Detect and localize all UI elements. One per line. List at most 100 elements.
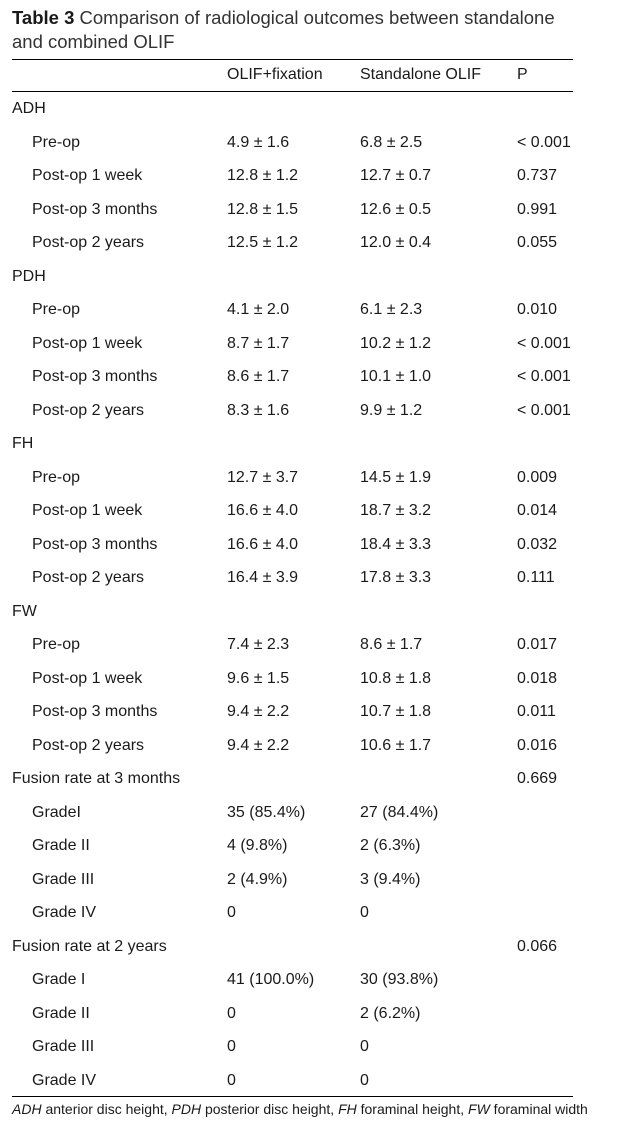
cell-standalone-olif: 14.5 ± 1.9	[360, 468, 432, 486]
column-header-p: P	[517, 66, 528, 83]
row-label: Pre-op	[32, 133, 81, 151]
cell-p-value: < 0.001	[517, 133, 571, 151]
bottom-rule	[12, 1096, 573, 1097]
table-row: Post-op 2 years 9.4 ± 2.2 10.6 ± 1.7 0.016	[0, 729, 624, 763]
footnote-abbr-fw: FW	[468, 1101, 490, 1117]
table-group-row: Fusion rate at 2 years 0.066	[0, 930, 624, 964]
footnote-abbr-adh: ADH	[12, 1101, 42, 1117]
row-label: PDH	[12, 267, 46, 285]
top-rule	[12, 59, 573, 60]
table-row: Post-op 2 years 16.4 ± 3.9 17.8 ± 3.3 0.111	[0, 561, 624, 595]
cell-standalone-olif: 2 (6.2%)	[360, 1004, 421, 1022]
cell-p-value: 0.737	[517, 167, 558, 184]
cell-standalone-olif: 8.6 ± 1.7	[360, 636, 423, 653]
cell-olif-fixation: 8.7 ± 1.7	[227, 334, 290, 352]
cell-olif-fixation: 8.3 ± 1.6	[227, 401, 290, 419]
table-row: Pre-op 7.4 ± 2.3 8.6 ± 1.7 0.017	[0, 628, 624, 662]
cell-p-value: 0.111	[517, 569, 555, 586]
cell-standalone-olif: 0	[360, 904, 369, 921]
row-label: Post-op 3 months	[32, 535, 158, 553]
cell-olif-fixation: 16.6 ± 4.0	[227, 502, 299, 519]
cell-standalone-olif: 10.7 ± 1.8	[360, 703, 432, 720]
table-row: Post-op 3 months 16.6 ± 4.0 18.4 ± 3.3 0.03…	[0, 528, 624, 562]
table-row: Post-op 1 week 16.6 ± 4.0 18.7 ± 3.2 0.014	[0, 494, 624, 528]
row-label: Post-op 1 week	[32, 167, 143, 184]
row-label: Grade III	[32, 1038, 95, 1055]
cell-standalone-olif: 27 (84.4%)	[360, 803, 439, 821]
row-label: Grade IV	[32, 904, 97, 921]
table-row: Post-op 2 years 12.5 ± 1.2 12.0 ± 0.4 0.055	[0, 226, 624, 260]
cell-standalone-olif: 0	[360, 1071, 369, 1089]
row-label: Post-op 1 week	[32, 502, 143, 519]
cell-p-value: 0.011	[517, 703, 556, 720]
row-label: Post-op 3 months	[32, 703, 158, 720]
cell-standalone-olif: 10.1 ± 1.0	[360, 368, 432, 385]
table-title: Comparison of radiological outcomes betw…	[12, 7, 555, 52]
row-label: Post-op 3 months	[32, 368, 158, 385]
cell-olif-fixation: 16.4 ± 3.9	[227, 569, 299, 586]
cell-p-value: 0.010	[517, 301, 558, 318]
row-label: Grade IV	[32, 1071, 97, 1089]
table-group-row: PDH	[0, 260, 624, 294]
row-label: Post-op 2 years	[32, 234, 145, 251]
footnote-def-adh: anterior disc height,	[41, 1101, 172, 1117]
cell-olif-fixation: 8.6 ± 1.7	[227, 368, 290, 385]
footnote-def-fh: foraminal height,	[356, 1101, 469, 1117]
cell-p-value: 0.016	[517, 736, 558, 754]
table-row: Pre-op 4.1 ± 2.0 6.1 ± 2.3 0.010	[0, 293, 624, 327]
table-row: Grade IV 0 0	[0, 1064, 624, 1098]
footnote-def-fw: foraminal width	[489, 1101, 588, 1117]
table-row: Post-op 3 months 12.8 ± 1.5 12.6 ± 0.5 0.99…	[0, 193, 624, 227]
row-label: Pre-op	[32, 636, 81, 653]
cell-standalone-olif: 2 (6.3%)	[360, 837, 421, 854]
header-rule	[12, 91, 573, 92]
cell-p-value: 0.017	[517, 636, 558, 653]
cell-standalone-olif: 0	[360, 1038, 369, 1055]
table-body: ADH Pre-op 4.9 ± 1.6 6.8 ± 2.5 < 0.001 Post-o…	[0, 92, 624, 1097]
row-label: Grade III	[32, 870, 95, 888]
cell-standalone-olif: 12.6 ± 0.5	[360, 200, 432, 218]
table-row: Grade III 0 0	[0, 1030, 624, 1064]
cell-standalone-olif: 18.7 ± 3.2	[360, 502, 432, 519]
row-label: Post-op 1 week	[32, 669, 143, 687]
cell-olif-fixation: 9.4 ± 2.2	[227, 703, 290, 720]
row-label: GradeI	[32, 803, 81, 821]
cell-olif-fixation: 9.6 ± 1.5	[227, 669, 290, 687]
row-label: Grade I	[32, 971, 86, 988]
row-label: Pre-op	[32, 468, 81, 486]
cell-olif-fixation: 41 (100.0%)	[227, 971, 315, 988]
cell-p-value: < 0.001	[517, 334, 571, 352]
row-label: Pre-op	[32, 301, 81, 318]
table-footnote: ADH anterior disc height, PDH posterior …	[12, 1100, 602, 1119]
footnote-def-pdh: posterior disc height,	[201, 1101, 339, 1117]
table-row: Post-op 2 years 8.3 ± 1.6 9.9 ± 1.2 < 0.001	[0, 394, 624, 428]
table-row: Grade IV 0 0	[0, 896, 624, 930]
cell-olif-fixation: 12.5 ± 1.2	[227, 234, 299, 251]
table-row: Post-op 1 week 9.6 ± 1.5 10.8 ± 1.8 0.018	[0, 662, 624, 696]
table-group-row: FH	[0, 427, 624, 461]
table-group-row: ADH	[0, 92, 624, 126]
row-label: Post-op 2 years	[32, 736, 145, 754]
row-label: FW	[12, 602, 37, 620]
cell-p-value: 0.018	[517, 669, 558, 687]
column-header-olif-fixation: OLIF+fixation	[227, 66, 323, 83]
cell-standalone-olif: 6.1 ± 2.3	[360, 301, 423, 318]
row-label: Fusion rate at 3 months	[12, 770, 181, 787]
cell-standalone-olif: 10.6 ± 1.7	[360, 736, 432, 754]
cell-p-value: < 0.001	[517, 368, 571, 385]
cell-olif-fixation: 4.9 ± 1.6	[227, 133, 290, 151]
footnote-abbr-fh: FH	[338, 1101, 357, 1117]
table-row: GradeI 35 (85.4%) 27 (84.4%)	[0, 796, 624, 830]
row-label: Grade II	[32, 1004, 90, 1022]
table-caption: Table 3 Comparison of radiological outco…	[12, 6, 572, 54]
cell-standalone-olif: 6.8 ± 2.5	[360, 133, 423, 151]
cell-olif-fixation: 9.4 ± 2.2	[227, 736, 290, 754]
cell-standalone-olif: 12.0 ± 0.4	[360, 234, 432, 251]
row-label: ADH	[12, 100, 46, 117]
row-label: Post-op 3 months	[32, 200, 158, 218]
cell-olif-fixation: 0	[227, 1038, 236, 1055]
cell-olif-fixation: 12.8 ± 1.2	[227, 167, 299, 184]
cell-olif-fixation: 0	[227, 1071, 236, 1089]
cell-olif-fixation: 7.4 ± 2.3	[227, 636, 290, 653]
cell-olif-fixation: 2 (4.9%)	[227, 870, 288, 888]
